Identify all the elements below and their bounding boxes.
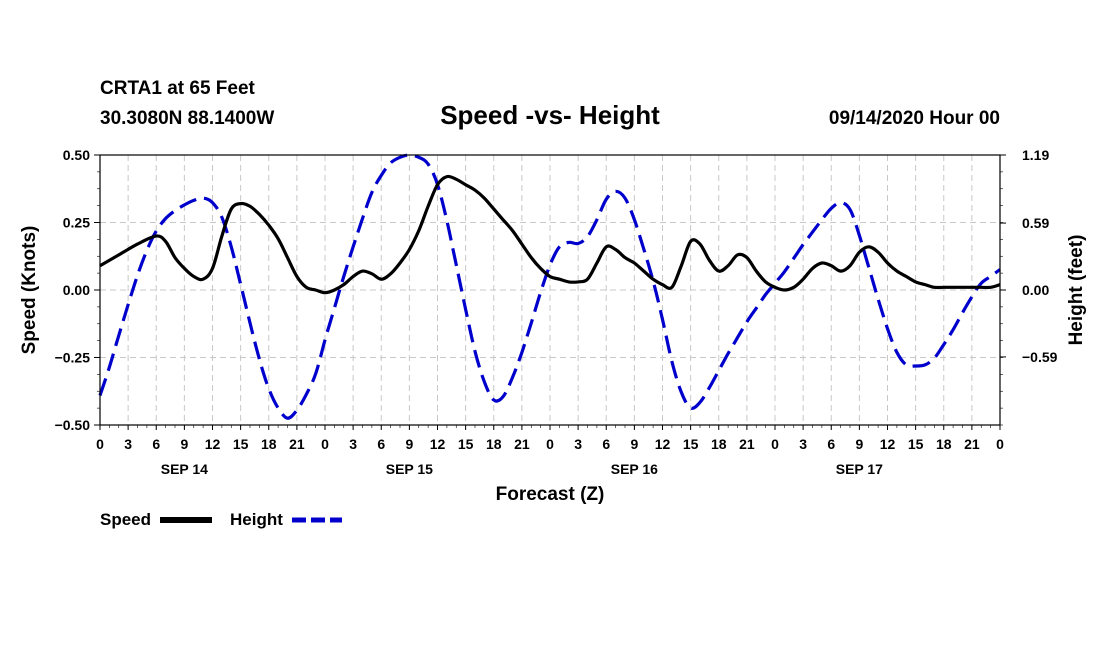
x-tick-label: 21 <box>964 436 980 452</box>
x-tick-label: 6 <box>152 436 160 452</box>
x-axis-label: Forecast (Z) <box>496 484 605 505</box>
x-tick-label: 9 <box>630 436 638 452</box>
chart-title: Speed -vs- Height <box>440 100 660 130</box>
x-tick-label: 0 <box>546 436 554 452</box>
x-tick-label: 3 <box>574 436 582 452</box>
x-tick-label: 0 <box>996 436 1004 452</box>
x-tick-label: 6 <box>377 436 385 452</box>
legend: Speed Height <box>100 510 342 529</box>
x-tick-label: 6 <box>602 436 610 452</box>
y-axis-right-label: Height (feet) <box>1066 235 1087 346</box>
y-right-tick-label: −0.59 <box>1022 349 1058 365</box>
series-line-height <box>98 153 1001 420</box>
y-left-tick-label: 0.50 <box>63 147 90 163</box>
station-coordinates: 30.3080N 88.1400W <box>100 108 274 129</box>
x-tick-label: 0 <box>96 436 104 452</box>
x-tick-label: 0 <box>771 436 779 452</box>
issued-datetime: 09/14/2020 Hour 00 <box>829 108 1000 129</box>
x-tick-label: 12 <box>430 436 446 452</box>
legend-height-label: Height <box>230 510 283 529</box>
x-tick-label: 3 <box>124 436 132 452</box>
x-tick-label: 18 <box>261 436 277 452</box>
date-label: SEP 16 <box>611 461 658 477</box>
y-left-tick-label: −0.25 <box>55 350 91 366</box>
date-label: SEP 15 <box>386 461 433 477</box>
x-tick-label: 21 <box>739 436 755 452</box>
x-tick-label: 15 <box>908 436 924 452</box>
x-tick-label: 6 <box>827 436 835 452</box>
y-axis-left-label: Speed (Knots) <box>19 226 40 355</box>
y-right-tick-label: 0.59 <box>1022 215 1049 231</box>
x-tick-label: 21 <box>289 436 305 452</box>
x-tick-label: 9 <box>855 436 863 452</box>
x-tick-label: 3 <box>349 436 357 452</box>
y-right-tick-label: 0.00 <box>1022 282 1049 298</box>
axis-ticks: 0 3 6 9 12 15 18 21 0 3 6 9 12 15 18 21 0 3 6 9 12 15 18 21 0 3 6 9… <box>55 147 1058 477</box>
grid-lines <box>100 155 1000 425</box>
date-label: SEP 14 <box>161 461 208 477</box>
x-tick-label: 18 <box>936 436 952 452</box>
date-label: SEP 17 <box>836 461 883 477</box>
series-line-speed <box>99 174 1001 295</box>
x-tick-label: 12 <box>205 436 221 452</box>
x-tick-label: 18 <box>711 436 727 452</box>
x-tick-label: 9 <box>405 436 413 452</box>
x-tick-label: 15 <box>683 436 699 452</box>
x-tick-label: 3 <box>799 436 807 452</box>
y-right-tick-label: 1.19 <box>1022 147 1049 163</box>
x-tick-label: 12 <box>655 436 671 452</box>
y-left-tick-label: 0.00 <box>63 282 90 298</box>
x-tick-label: 15 <box>458 436 474 452</box>
y-left-tick-label: −0.50 <box>55 417 91 433</box>
series-layer <box>98 153 1001 420</box>
x-tick-label: 0 <box>321 436 329 452</box>
x-tick-label: 21 <box>514 436 530 452</box>
x-tick-label: 9 <box>180 436 188 452</box>
y-left-tick-label: 0.25 <box>63 215 90 231</box>
legend-speed-label: Speed <box>100 510 151 529</box>
x-tick-label: 18 <box>486 436 502 452</box>
station-title: CRTA1 at 65 Feet <box>100 78 256 99</box>
x-tick-label: 12 <box>880 436 896 452</box>
x-tick-label: 15 <box>233 436 249 452</box>
